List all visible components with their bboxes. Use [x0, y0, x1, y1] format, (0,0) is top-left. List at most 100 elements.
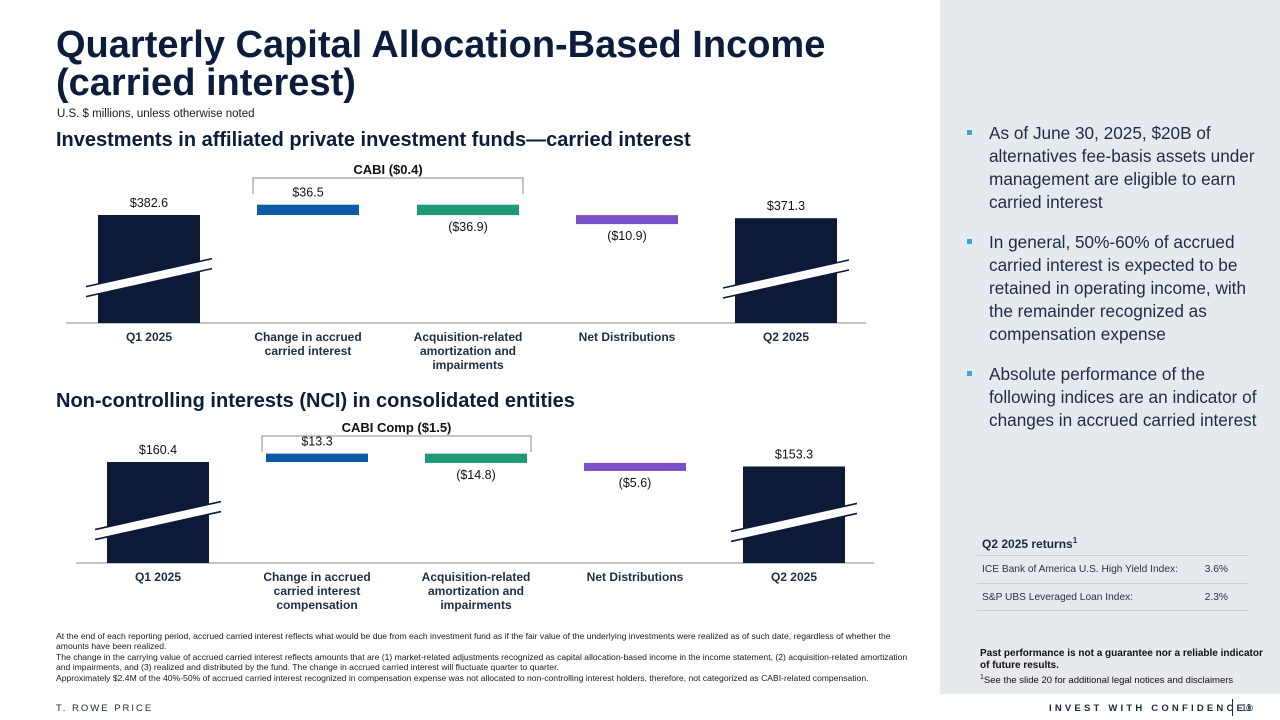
bar-change [576, 215, 678, 225]
page-title-line-2: (carried interest) [56, 62, 356, 104]
category-label: Q2 2025 [763, 330, 809, 344]
data-label: ($14.8) [456, 468, 496, 482]
footnote-2: The change in the carrying value of accr… [56, 651, 908, 673]
axis-break-gap [722, 260, 850, 298]
key-point: As of June 30, 2025, $20B of alternative… [967, 122, 1262, 214]
category-label-line: Net Distributions [587, 570, 684, 584]
index-name: S&P UBS Leveraged Loan Index: [982, 591, 1134, 603]
category-label-line: carried interest [274, 584, 361, 598]
footnote-marker: 1 [980, 674, 984, 681]
footnote-marker: 1 [1072, 536, 1078, 545]
category-label: Acquisition-related amortization and impai… [414, 330, 523, 372]
footnote-1: At the end of each reporting period, acc… [56, 631, 891, 652]
category-label-line: Acquisition-related [414, 330, 523, 344]
data-label: ($5.6) [619, 476, 652, 490]
index-return: 2.3% [1204, 591, 1228, 603]
data-label: ($36.9) [448, 220, 488, 234]
category-label: Acquisition-related amortization and impai… [422, 570, 531, 612]
category-label: Q1 2025 [126, 330, 172, 344]
axis-break-line [730, 502, 858, 533]
key-points-list: As of June 30, 2025, $20B of alternative… [967, 122, 1262, 449]
axis-break-line [94, 500, 222, 531]
category-label-line: Q2 2025 [763, 330, 809, 344]
returns-table-title: Q2 2025 returns1 [977, 536, 1248, 555]
axis-break-line [85, 267, 213, 298]
category-label: Net Distributions [579, 330, 676, 344]
returns-table-title-text: Q2 2025 returns [982, 537, 1073, 551]
page-title: Quarterly Capital Allocation-Based Incom… [56, 26, 916, 102]
category-label-line: Q1 2025 [135, 570, 181, 584]
data-label: $160.4 [139, 443, 177, 457]
category-label-line: impairments [440, 598, 512, 612]
data-label: $153.3 [775, 447, 813, 461]
data-label: $13.3 [301, 435, 332, 449]
category-label: Q2 2025 [771, 570, 817, 584]
axis-break-line [94, 510, 222, 541]
key-point-text: Absolute performance of the following in… [989, 364, 1257, 430]
bar-change [584, 462, 686, 471]
category-label-line: amortization and [420, 344, 516, 358]
page-number: 11 [1241, 702, 1252, 714]
footnote-3: Approximately $2.4M of the 40%-50% of ac… [56, 672, 869, 683]
category-label-line: Change in accrued [263, 570, 370, 584]
section-title-carried-interest: Investments in affiliated private invest… [56, 129, 691, 151]
category-label-line: Change in accrued [254, 330, 361, 344]
category-label-line: carried interest [265, 344, 352, 358]
returns-row: ICE Bank of America U.S. High Yield Inde… [977, 555, 1248, 583]
axis-break-gap [730, 504, 858, 541]
cabi-bracket-label: CABI ($0.4) [353, 162, 422, 177]
performance-disclaimer: Past performance is not a guarantee nor … [980, 648, 1263, 671]
key-point-text: In general, 50%-60% of accrued carried i… [989, 232, 1247, 344]
returns-row: S&P UBS Leveraged Loan Index: 2.3% [977, 583, 1248, 611]
divider [1232, 699, 1233, 716]
cabi-bracket-label: CABI Comp ($1.5) [342, 420, 452, 435]
bullet-square-icon [967, 239, 972, 244]
data-label: $36.5 [292, 186, 323, 200]
footnotes: At the end of each reporting period, acc… [56, 631, 916, 683]
category-label-line: Net Distributions [579, 330, 676, 344]
page-title-line-1: Quarterly Capital Allocation-Based Incom… [56, 24, 826, 66]
category-label: Q1 2025 [135, 570, 181, 584]
index-name: ICE Bank of America U.S. High Yield Inde… [982, 564, 1178, 575]
data-label: $382.6 [130, 196, 168, 210]
section-title-nci: Non-controlling interests (NCI) in conso… [56, 390, 575, 412]
category-label-line: Q1 2025 [126, 330, 172, 344]
company-wordmark: T. ROWE PRICE [56, 703, 154, 714]
category-label-line: amortization and [428, 584, 524, 598]
axis-break-line [85, 257, 213, 288]
disclaimer: Past performance is not a guarantee nor … [980, 648, 1270, 687]
units-note: U.S. $ millions, unless otherwise noted [57, 108, 255, 120]
bar-change [417, 204, 519, 216]
bar-change [266, 453, 368, 462]
index-return: 3.6% [1204, 564, 1228, 575]
category-label-line: Acquisition-related [422, 570, 531, 584]
bullet-square-icon [967, 130, 972, 135]
axis-break-gap [94, 502, 222, 539]
cabi-bracket [261, 435, 532, 452]
category-label-line: Q2 2025 [771, 570, 817, 584]
bullet-square-icon [967, 371, 972, 376]
bar-change [425, 453, 527, 463]
right-panel [940, 0, 1280, 694]
axis-break-line [730, 512, 858, 543]
axis-break-line [722, 259, 850, 289]
bar-change [257, 204, 359, 215]
key-point-text: As of June 30, 2025, $20B of alternative… [989, 123, 1255, 212]
axis-break-line [722, 269, 850, 299]
key-point: Absolute performance of the following in… [967, 363, 1262, 432]
category-label-line: impairments [432, 358, 504, 372]
category-label: Change in accrued carried interest compens… [263, 570, 370, 612]
returns-table: Q2 2025 returns1 ICE Bank of America U.S… [977, 536, 1248, 611]
category-label: Net Distributions [587, 570, 684, 584]
data-label: ($10.9) [607, 229, 647, 243]
legal-note: 1See the slide 20 for additional legal n… [980, 672, 1270, 687]
cabi-bracket [252, 177, 524, 194]
waterfall-chart-carried-interest: $382.6 $36.5 ($36.9) ($10.9) $371.3 CABI ($0.… [66, 162, 866, 372]
category-label: Change in accrued carried interest [254, 330, 361, 358]
data-label: $371.3 [767, 199, 805, 213]
waterfall-chart-nci: $160.4 $13.3 ($14.8) ($5.6) $153.3 CABI Comp … [76, 420, 874, 612]
category-label-line: compensation [276, 598, 357, 612]
axis-break-gap [85, 259, 213, 297]
key-point: In general, 50%-60% of accrued carried i… [967, 231, 1262, 346]
legal-note-text: See the slide 20 for additional legal no… [983, 675, 1234, 687]
